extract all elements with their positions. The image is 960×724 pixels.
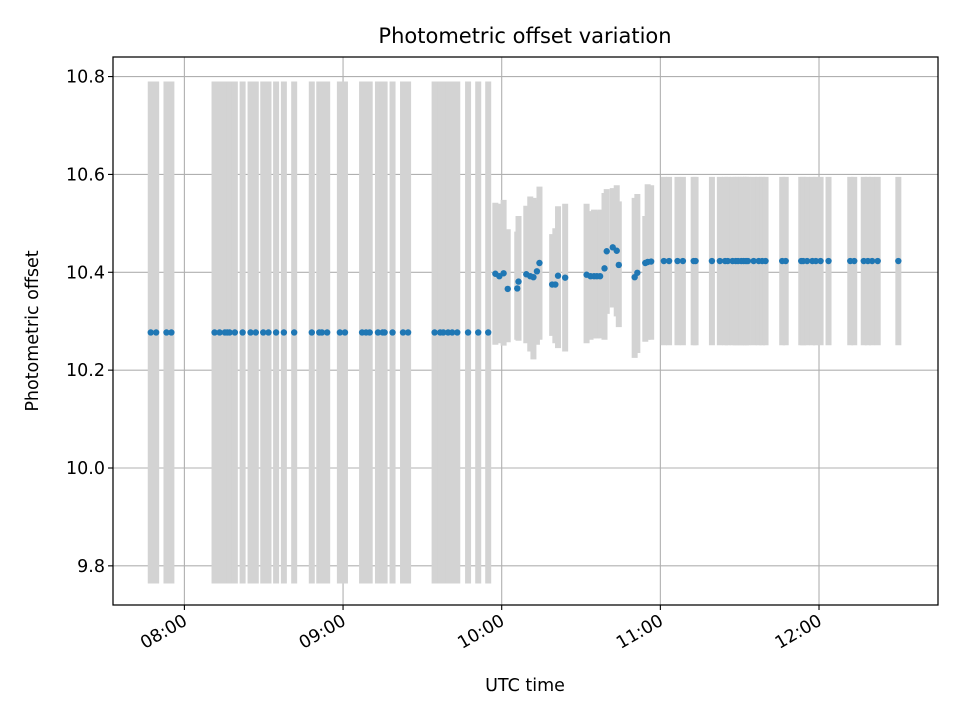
data-point xyxy=(895,257,902,265)
data-point xyxy=(825,257,832,265)
data-point xyxy=(615,261,622,269)
y-axis-label: Photometric offset xyxy=(23,250,43,411)
data-point xyxy=(744,257,752,265)
data-point xyxy=(231,329,239,336)
data-point xyxy=(399,329,407,336)
data-point xyxy=(247,329,254,336)
data-point xyxy=(552,281,559,288)
data-point xyxy=(692,257,699,265)
data-point xyxy=(464,329,472,336)
data-point xyxy=(341,329,349,336)
data-point xyxy=(812,257,820,265)
data-point xyxy=(530,273,537,281)
data-point xyxy=(239,329,246,336)
data-point xyxy=(536,259,543,267)
data-point xyxy=(290,329,298,336)
data-point xyxy=(280,329,288,336)
data-point xyxy=(665,257,673,265)
plot-frame xyxy=(112,56,939,606)
data-point xyxy=(750,257,757,265)
data-point xyxy=(366,329,373,336)
data-point xyxy=(634,269,641,276)
data-point xyxy=(147,329,154,336)
data-point xyxy=(724,257,731,265)
data-point xyxy=(500,270,507,277)
data-point xyxy=(613,247,620,254)
data-point xyxy=(265,329,272,336)
data-point xyxy=(603,248,610,255)
y-axis: 9.8 10.0 10.2 10.4 10.6 10.8 xyxy=(66,68,113,577)
y-tick-label: 10.2 xyxy=(66,361,105,381)
data-point xyxy=(260,329,267,336)
data-point xyxy=(152,329,160,336)
data-point xyxy=(168,329,175,336)
data-point xyxy=(679,257,687,265)
data-point xyxy=(318,329,326,336)
data-point xyxy=(660,257,668,265)
data-point xyxy=(647,258,655,265)
data-point xyxy=(782,257,789,265)
data-point xyxy=(308,329,315,336)
data-point xyxy=(431,329,438,336)
data-point xyxy=(381,329,388,336)
data-point xyxy=(404,329,412,336)
data-point xyxy=(596,273,604,280)
data-point xyxy=(716,257,724,265)
data-point xyxy=(762,257,769,265)
y-tick-label: 10.0 xyxy=(66,459,105,479)
data-point xyxy=(389,329,396,336)
data-point xyxy=(874,257,881,265)
data-point xyxy=(216,329,223,336)
data-point xyxy=(163,329,170,336)
data-point xyxy=(533,268,541,275)
data-point xyxy=(252,329,259,336)
data-point xyxy=(440,329,447,336)
data-point xyxy=(868,257,876,265)
data-point xyxy=(323,329,331,336)
data-point xyxy=(817,257,824,265)
data-point xyxy=(851,257,858,265)
data-point xyxy=(515,278,522,285)
data-point xyxy=(336,329,344,336)
y-tick-label: 9.8 xyxy=(77,557,105,577)
data-point xyxy=(601,265,608,272)
data-point xyxy=(475,329,482,336)
x-axis-label: UTC time xyxy=(485,676,565,696)
data-points xyxy=(147,244,902,336)
data-point xyxy=(803,257,811,265)
data-point xyxy=(272,329,280,336)
y-tick-label: 10.8 xyxy=(66,68,105,88)
data-point xyxy=(454,329,461,336)
data-point xyxy=(504,285,511,293)
data-point xyxy=(485,329,492,336)
y-tick-label: 10.6 xyxy=(66,165,105,185)
data-point xyxy=(374,329,382,336)
y-tick-label: 10.4 xyxy=(66,263,105,283)
data-point xyxy=(211,329,218,336)
data-point xyxy=(708,257,716,265)
data-point xyxy=(449,329,456,336)
chart-title: Photometric offset variation xyxy=(378,24,671,48)
data-point xyxy=(514,285,521,292)
data-point xyxy=(561,274,569,281)
data-point xyxy=(674,257,681,265)
data-point xyxy=(554,272,562,279)
data-point xyxy=(226,329,233,336)
